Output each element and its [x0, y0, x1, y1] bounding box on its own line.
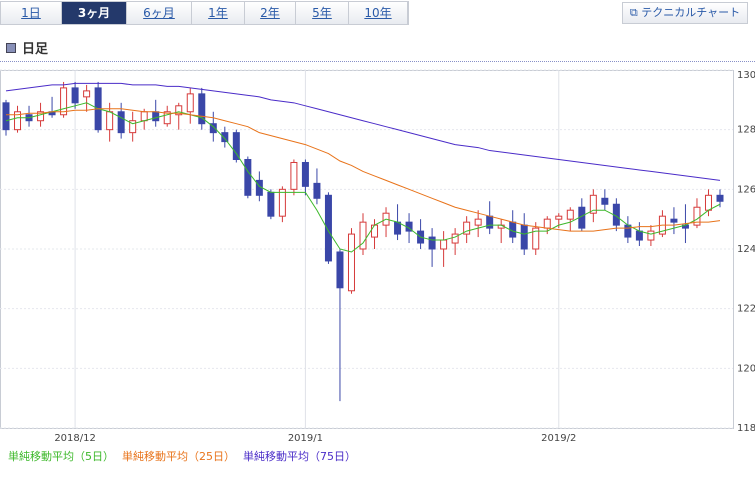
candle-body [140, 111, 148, 122]
ma-line [5, 82, 721, 181]
y-tick-label: 118 [737, 423, 755, 434]
x-tick-label: 2019/1 [288, 433, 323, 444]
tab-bar: 1日 3ヶ月 6ヶ月 1年 2年 5年 10年 [0, 1, 409, 25]
tab[interactable]: 2年 [245, 2, 296, 24]
tab[interactable]: 1日 [1, 2, 62, 24]
candle-body [624, 224, 632, 238]
divider [0, 61, 755, 62]
candle-body [716, 194, 724, 202]
ma-line [6, 108, 721, 232]
candle-body [152, 111, 160, 122]
candle-body [106, 111, 114, 131]
y-tick-label: 124 [737, 244, 755, 255]
x-tick-label: 2018/12 [54, 433, 96, 444]
y-tick-label: 130 [737, 70, 755, 81]
y-tick-label: 120 [737, 363, 755, 374]
tab[interactable]: 10年 [349, 2, 408, 24]
candle-body [371, 224, 379, 238]
candle-body [221, 132, 229, 143]
candle-body [428, 236, 436, 250]
candle-body [555, 215, 563, 220]
tab[interactable]: 6ヶ月 [127, 2, 192, 24]
candle-body [543, 218, 551, 229]
candle-body [589, 194, 597, 214]
candle-body [336, 251, 344, 289]
candle-body [693, 206, 701, 226]
technical-chart-button[interactable]: ⧉ テクニカルチャート [622, 2, 748, 24]
candle-body [198, 93, 206, 125]
candle-body [267, 191, 275, 217]
candle-body [394, 221, 402, 235]
candle-body [209, 123, 217, 134]
candle-body [186, 93, 194, 113]
candle-body [60, 87, 68, 116]
y-tick-label: 126 [737, 184, 755, 195]
heading-text: 日足 [22, 42, 49, 57]
candle-body [670, 218, 678, 223]
tab[interactable]: 5年 [296, 2, 349, 24]
candle-body [37, 111, 45, 122]
candle-body [451, 233, 459, 244]
candle-body [244, 159, 252, 196]
candle-body [532, 227, 540, 250]
candle-body [486, 215, 494, 229]
ma-line [5, 102, 721, 253]
candle-body [83, 90, 91, 98]
candle-body [520, 224, 528, 250]
candle-body [324, 194, 332, 262]
candle-body [129, 120, 137, 134]
y-tick-label: 122 [737, 304, 755, 315]
heading: 日足 [6, 38, 48, 57]
y-tick-label: 128 [737, 125, 755, 136]
candle-body [647, 230, 655, 241]
candle-body [704, 194, 712, 211]
candle-body [463, 221, 471, 235]
candle-body [2, 102, 10, 131]
candle-body [440, 239, 448, 250]
legend-entry: 単純移動平均（5日） [8, 449, 114, 463]
candle-body [71, 87, 79, 104]
candle-body [313, 182, 321, 199]
candle-body [566, 209, 574, 220]
tab[interactable]: 1年 [192, 2, 245, 24]
candle-body [232, 132, 240, 160]
candle-body [290, 161, 298, 190]
legend-entry: 単純移動平均（25日） [122, 449, 235, 463]
candle-body [117, 111, 125, 134]
button-label: テクニカルチャート [641, 6, 741, 19]
candle-body [474, 218, 482, 226]
candle-body [278, 188, 286, 217]
candle-body [359, 221, 367, 250]
candle-body [635, 230, 643, 241]
candle-body [14, 111, 22, 131]
candle-body [163, 111, 171, 125]
tab[interactable]: 3ヶ月 [62, 2, 127, 24]
candle-body [175, 105, 183, 116]
candle-body [601, 197, 609, 205]
legend-entry: 単純移動平均（75日） [243, 449, 356, 463]
candle-body [347, 233, 355, 292]
candle-body [301, 161, 309, 187]
x-tick-label: 2019/2 [541, 433, 576, 444]
